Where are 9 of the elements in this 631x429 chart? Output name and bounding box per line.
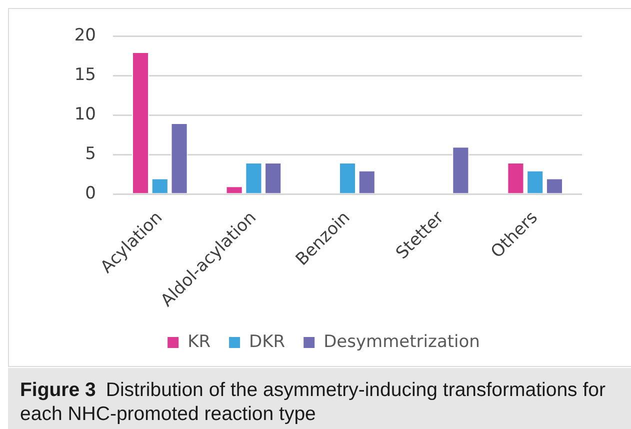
legend-label: KR (188, 332, 211, 352)
legend-label: Desymmetrization (324, 332, 480, 352)
y-tick-label: 0 (85, 183, 96, 204)
y-tick-label: 20 (74, 26, 96, 46)
y-tick-label: 10 (74, 104, 96, 125)
caption: Figure 3 Distribution of the asymmetry-inducing transformations for each NHC-promoted reaction type (20, 379, 606, 425)
y-tick-label: 5 (85, 144, 96, 164)
y-tick-label: 15 (74, 65, 96, 86)
legend-label: DKR (249, 332, 286, 352)
